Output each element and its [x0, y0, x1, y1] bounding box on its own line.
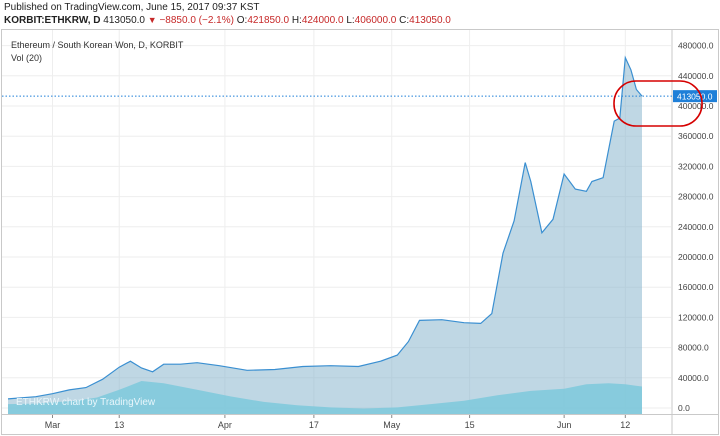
- x-tick-label: May: [383, 420, 401, 430]
- chart-frame[interactable]: [1, 29, 719, 435]
- open-label: O:: [236, 15, 248, 26]
- y-tick-label: 400000.0: [678, 101, 714, 111]
- down-triangle-icon: ▼: [147, 15, 157, 25]
- y-tick-label: 480000.0: [678, 41, 714, 51]
- current-price-label: 413050.0: [677, 92, 713, 102]
- low-label: L:: [346, 15, 355, 26]
- y-tick-label: 280000.0: [678, 192, 714, 202]
- close-value: 413050.0: [409, 15, 451, 26]
- y-tick-label: 0.0: [678, 403, 690, 413]
- price-change: −8850.0 (−2.1%): [159, 15, 234, 26]
- volume-indicator-label[interactable]: Vol (20): [11, 53, 43, 63]
- price-fill: [8, 57, 642, 414]
- y-tick-label: 200000.0: [678, 252, 714, 262]
- y-tick-label: 160000.0: [678, 282, 714, 292]
- current-price-marker: 413050.0: [2, 80, 717, 127]
- highlight-ellipse: [613, 80, 703, 127]
- close-label: C:: [399, 15, 410, 26]
- y-tick-label: 440000.0: [678, 71, 714, 81]
- y-tick-label: 240000.0: [678, 222, 714, 232]
- price-line: [7, 55, 643, 400]
- x-tick-label: Jun: [557, 420, 572, 430]
- y-tick-label: 360000.0: [678, 131, 714, 141]
- open-value: 421850.0: [247, 15, 290, 26]
- y-tick-label: 120000.0: [678, 312, 714, 322]
- y-tick-label: 320000.0: [678, 161, 714, 171]
- x-tick-label: 12: [620, 420, 630, 430]
- published-note: Published on TradingView.com, June 15, 2…: [4, 2, 260, 13]
- price-area: [7, 55, 643, 414]
- chart-title: Ethereum / South Korean Won, D, KORBIT: [11, 40, 184, 50]
- last-price: 413050.0: [103, 15, 145, 26]
- header: Published on TradingView.com, June 15, 2…: [0, 0, 720, 28]
- x-tick-label: 17: [309, 420, 319, 430]
- y-axis: 0.0 40000.0 80000.0 120000.0 160000.0 200000.…: [671, 30, 714, 435]
- x-axis: Mar 13 Apr 17 May 15 Jun 12: [2, 414, 719, 430]
- symbol-label: KORBIT:ETHKRW, D: [4, 15, 101, 26]
- y-tick-label: 80000.0: [678, 343, 709, 353]
- high-label: H:: [291, 15, 302, 26]
- current-price-badge: [673, 90, 717, 103]
- x-tick-label: 15: [465, 420, 475, 430]
- x-tick-label: Mar: [45, 420, 61, 430]
- x-tick-label: Apr: [218, 420, 232, 430]
- watermark: ETHKRW chart by TradingView: [16, 397, 156, 408]
- ohlc-bar: KORBIT:ETHKRW, D 413050.0 ▼ −8850.0 (−2.…: [4, 15, 451, 26]
- high-value: 424000.0: [301, 15, 344, 26]
- x-tick-label: 13: [114, 420, 124, 430]
- y-tick-label: 40000.0: [678, 373, 709, 383]
- low-value: 406000.0: [354, 15, 397, 26]
